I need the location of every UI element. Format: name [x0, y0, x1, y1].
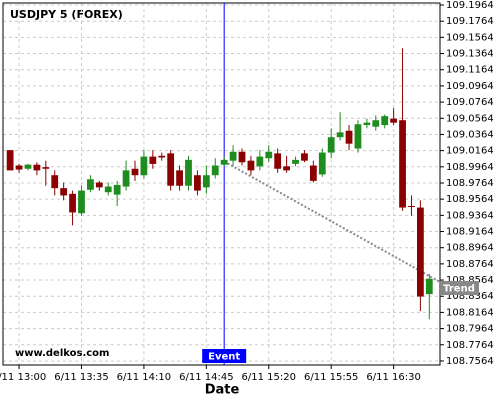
y-tick-label: 108.9764 — [446, 178, 494, 189]
candle-body — [176, 170, 183, 186]
candle-body — [229, 151, 237, 161]
y-tick-label: 109.0564 — [446, 113, 494, 124]
candle-body — [292, 159, 299, 164]
candle-body — [158, 155, 166, 158]
candle-body — [301, 153, 308, 161]
y-tick-label: 109.0764 — [446, 97, 494, 108]
y-tick-label: 109.1564 — [446, 32, 494, 43]
candle-body — [399, 120, 406, 208]
y-tick-label: 109.1764 — [446, 16, 494, 27]
candle-body — [238, 151, 246, 163]
candle-body — [104, 186, 112, 193]
candle-body — [416, 207, 424, 297]
event-label-box — [202, 349, 247, 363]
candle-body — [318, 152, 326, 175]
candle-body — [283, 166, 290, 171]
candle-body — [425, 278, 433, 295]
chart-title: USDJPY 5 (FOREX) — [10, 8, 123, 21]
y-tick-label: 108.8764 — [446, 259, 494, 270]
y-tick-label: 109.0964 — [446, 81, 494, 92]
x-tick-label: 6/11 14:45 — [179, 372, 233, 383]
candle-body — [185, 159, 192, 186]
candle-body — [327, 137, 335, 153]
y-tick-label: 108.8164 — [446, 307, 494, 318]
y-tick-label: 108.7564 — [446, 356, 494, 367]
y-tick-label: 108.8964 — [446, 243, 494, 254]
candle-body — [33, 164, 41, 171]
candle-body — [6, 150, 14, 171]
candle-body — [149, 156, 157, 164]
trend-label-box — [439, 281, 479, 296]
candle-body — [220, 159, 228, 165]
candle-body — [256, 156, 264, 167]
trend-label-text: Trend — [443, 284, 475, 295]
candle-body — [51, 175, 59, 189]
y-tick-label: 109.1364 — [446, 49, 494, 60]
candle-body — [274, 153, 282, 169]
y-tick-label: 109.0164 — [446, 146, 494, 157]
x-tick-label: 6/11 14:10 — [117, 372, 171, 383]
candle-body — [167, 153, 175, 186]
candle-body — [408, 205, 415, 207]
x-tick-label: 6/11 13:00 — [0, 372, 46, 383]
y-tick-label: 109.1164 — [446, 65, 494, 76]
watermark: www.delkos.com — [15, 348, 109, 359]
y-tick-label: 108.9364 — [446, 210, 494, 221]
candle-body — [140, 156, 148, 176]
y-tick-label: 109.0364 — [446, 129, 494, 140]
x-tick-label: 6/11 15:20 — [242, 372, 296, 383]
y-tick-label: 108.9164 — [446, 227, 494, 238]
trend-line — [223, 160, 441, 283]
y-tick-label: 108.9564 — [446, 194, 494, 205]
candle-body — [60, 188, 68, 196]
candle-body — [381, 116, 389, 126]
candle-body — [265, 151, 273, 159]
candle-body — [78, 190, 85, 214]
event-label: Event — [202, 349, 247, 363]
candle-body — [87, 179, 94, 190]
candle-body — [247, 160, 255, 171]
candle-body — [69, 193, 76, 213]
y-tick-label: 108.8364 — [446, 291, 494, 302]
candle-body — [95, 182, 103, 188]
plot-frame — [2, 2, 441, 366]
x-tick-label: 6/11 16:30 — [366, 372, 420, 383]
candle-body — [15, 165, 23, 170]
y-tick-label: 109.1964 — [446, 0, 494, 11]
event-label-text: Event — [208, 352, 240, 363]
candle-body — [122, 170, 130, 187]
candle-body — [24, 164, 32, 169]
candle-body — [354, 124, 362, 149]
candle-body — [202, 175, 210, 188]
x-tick-label: 6/11 13:35 — [54, 372, 108, 383]
candle-body — [42, 167, 50, 169]
candle-body — [390, 118, 398, 123]
candle-body — [211, 165, 219, 176]
candle-body — [372, 120, 380, 127]
x-tick-label: 6/11 15:55 — [304, 372, 358, 383]
candle-body — [336, 132, 344, 138]
y-tick-label: 108.7764 — [446, 340, 494, 351]
candle-body — [363, 122, 371, 126]
candle-body — [131, 168, 139, 176]
x-axis-label: Date — [205, 383, 240, 398]
candle-body — [194, 175, 201, 191]
y-tick-label: 108.7964 — [446, 324, 494, 335]
candle-body — [113, 184, 121, 195]
candle-body — [345, 130, 353, 144]
candle-body — [309, 165, 317, 181]
trend-label: Trend — [439, 281, 479, 296]
y-tick-label: 108.8564 — [446, 275, 494, 286]
y-tick-label: 108.9964 — [446, 162, 494, 173]
